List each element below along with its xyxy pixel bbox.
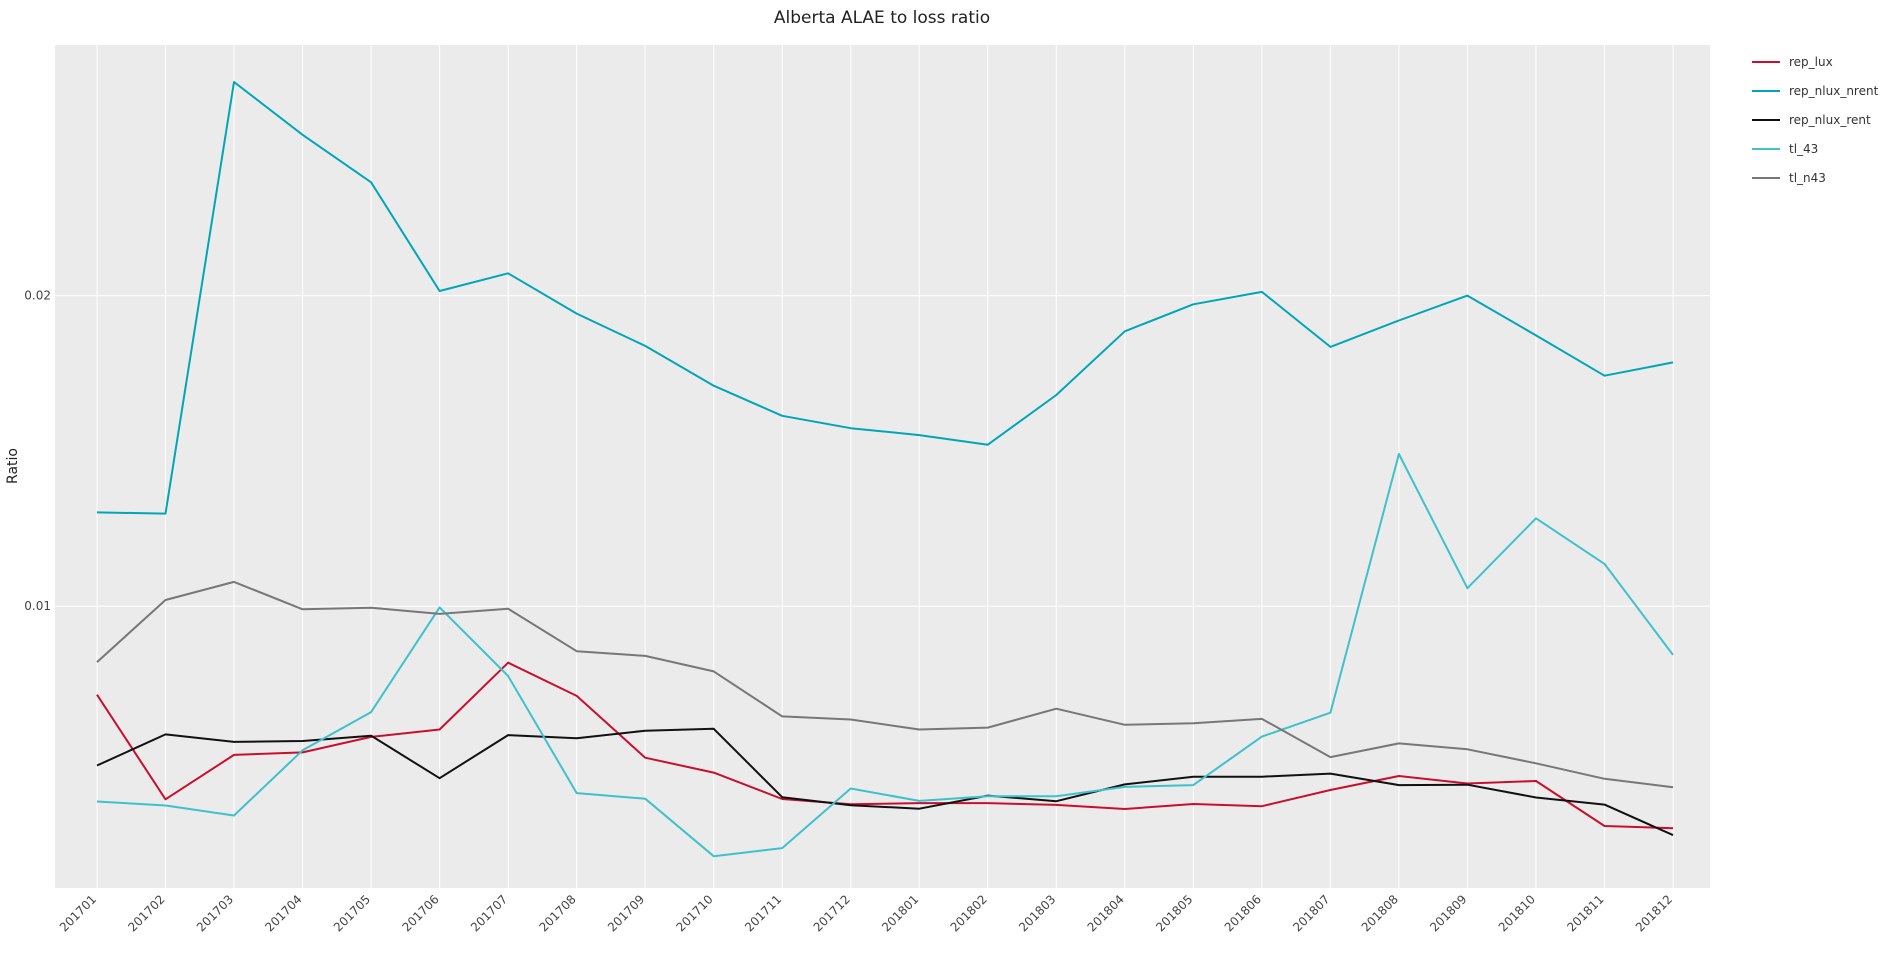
legend-item-tl-n43[interactable]: tl_n43 [1752,171,1826,185]
legend-label: rep_nlux_rent [1789,113,1871,127]
legend-item-rep-nlux-rent[interactable]: rep_nlux_rent [1752,113,1871,127]
series-line-tl-n43[interactable] [96,580,1674,789]
x-tick-label: 201808 [1359,892,1401,934]
legend-label: tl_43 [1789,142,1818,156]
x-tick-label: 201805 [1153,892,1195,934]
chart-title: Alberta ALAE to loss ratio [774,8,990,28]
x-tick-label: 201710 [674,892,716,934]
gridlines [55,45,1710,888]
x-tick-label: 201810 [1496,892,1538,934]
y-tick-label: 0.02 [24,289,51,303]
x-tick-label: 201811 [1564,892,1606,934]
y-axis: 0.01 0.02 [24,289,51,614]
series-line-rep-nlux-rent[interactable] [96,727,1674,837]
x-tick-label: 201712 [811,892,853,934]
x-tick-label: 201706 [399,892,441,934]
x-tick-label: 201807 [1290,892,1332,934]
x-tick-label: 201801 [879,892,921,934]
x-tick-label: 201708 [536,892,578,934]
plot-area [55,45,1710,888]
legend-label: rep_nlux_nrent [1789,84,1879,98]
x-tick-label: 201711 [742,892,784,934]
x-axis: 201701 201702 201703 201704 201705 201706 2017… [57,892,1675,934]
x-tick-label: 201703 [194,892,236,934]
y-tick-label: 0.01 [24,599,51,613]
series-line-rep-lux[interactable] [96,661,1674,830]
legend-label: rep_lux [1789,55,1833,69]
x-tick-label: 201806 [1222,892,1264,934]
x-tick-label: 201802 [948,892,990,934]
x-tick-label: 201707 [468,892,510,934]
x-tick-label: 201702 [125,892,167,934]
y-axis-title: Ratio [5,448,21,484]
x-tick-label: 201709 [605,892,647,934]
x-tick-label: 201705 [331,892,373,934]
x-tick-label: 201809 [1427,892,1469,934]
legend-item-rep-nlux-nrent[interactable]: rep_nlux_nrent [1752,84,1879,98]
legend-item-rep-lux[interactable]: rep_lux [1752,55,1833,69]
x-tick-label: 201701 [57,892,99,934]
series-lines [96,81,1674,858]
series-line-rep-nlux-nrent[interactable] [96,81,1674,515]
legend[interactable]: rep_lux rep_nlux_nrent rep_nlux_rent tl_43t… [1752,55,1879,185]
legend-item-tl-43[interactable]: tl_43 [1752,142,1818,156]
series-line-tl-43[interactable] [96,453,1674,858]
x-tick-label: 201803 [1016,892,1058,934]
x-tick-label: 201704 [262,892,304,934]
legend-label: tl_n43 [1789,171,1826,185]
x-tick-label: 201804 [1085,892,1127,934]
x-tick-label: 201812 [1633,892,1675,934]
